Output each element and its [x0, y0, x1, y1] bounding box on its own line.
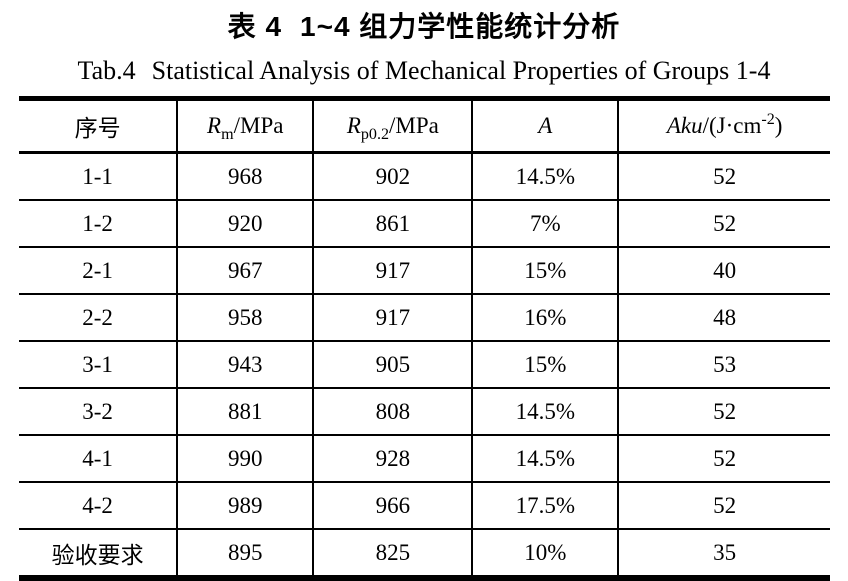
header-cell-index: 序号	[19, 98, 178, 154]
cell-rp02: 861	[312, 200, 473, 248]
table-title-en-text: Statistical Analysis of Mechanical Prope…	[151, 56, 771, 85]
cell-aku: 52	[617, 435, 830, 483]
table-title-en: Tab.4 Statistical Analysis of Mechanical …	[0, 56, 848, 86]
header-symbol: R	[346, 113, 361, 138]
cell-group-id: 1-2	[19, 200, 178, 248]
cell-rm: 895	[176, 529, 314, 579]
cell-rm: 967	[176, 247, 314, 295]
cell-group-id: 3-2	[19, 388, 178, 436]
cell-rm: 958	[176, 294, 314, 342]
cell-group-id: 2-1	[19, 247, 178, 295]
header-unit-close: )	[774, 113, 783, 138]
table-body: 1-1 968 902 14.5% 52 1-2 920 861 7% 52 2…	[19, 152, 830, 579]
cell-aku: 40	[617, 247, 830, 295]
header-symbol: R	[207, 113, 222, 138]
cell-aku: 52	[617, 200, 830, 248]
mechanical-properties-table: 序号 Rm/MPa Rp0.2/MPa A Aku/(J·cm-2) 1-1	[19, 96, 830, 581]
cell-aku: 52	[617, 152, 830, 201]
cell-rp02: 966	[312, 482, 473, 530]
table-row: 3-1 943 905 15% 53	[19, 341, 830, 389]
cell-group-id: 验收要求	[19, 529, 178, 579]
cell-group-id: 4-1	[19, 435, 178, 483]
table-row: 4-1 990 928 14.5% 52	[19, 435, 830, 483]
header-label: 序号	[74, 116, 121, 141]
table-row: 1-2 920 861 7% 52	[19, 200, 830, 248]
cell-rp02: 917	[312, 247, 473, 295]
cell-rm: 968	[176, 152, 314, 201]
table-row: 2-1 967 917 15% 40	[19, 247, 830, 295]
header-unit: /MPa	[233, 113, 284, 138]
cell-group-id: 2-2	[19, 294, 178, 342]
header-row: 序号 Rm/MPa Rp0.2/MPa A Aku/(J·cm-2)	[19, 98, 830, 154]
header-subscript: m	[221, 125, 234, 143]
table-row: 3-2 881 808 14.5% 52	[19, 388, 830, 436]
header-symbol: Aku	[666, 113, 703, 138]
table-row: 2-2 958 917 16% 48	[19, 294, 830, 342]
header-subscript: p0.2	[360, 125, 390, 143]
cell-rm: 990	[176, 435, 314, 483]
header-cell-aku: Aku/(J·cm-2)	[617, 98, 830, 154]
table-title-zh-number: 表 4	[227, 11, 283, 42]
cell-rp02: 917	[312, 294, 473, 342]
cell-group-id: 3-1	[19, 341, 178, 389]
cell-rm: 989	[176, 482, 314, 530]
cell-group-id: 1-1	[19, 152, 178, 201]
header-symbol: A	[538, 113, 553, 138]
table-title-zh-text: 1~4 组力学性能统计分析	[300, 11, 621, 42]
cell-aku: 48	[617, 294, 830, 342]
header-cell-rp02: Rp0.2/MPa	[312, 98, 473, 154]
cell-elongation: 14.5%	[471, 435, 619, 483]
cell-aku: 53	[617, 341, 830, 389]
table-row-acceptance: 验收要求 895 825 10% 35	[19, 529, 830, 579]
cell-rp02: 905	[312, 341, 473, 389]
cell-aku: 52	[617, 482, 830, 530]
table-row: 1-1 968 902 14.5% 52	[19, 152, 830, 201]
cell-elongation: 15%	[471, 341, 619, 389]
table-header: 序号 Rm/MPa Rp0.2/MPa A Aku/(J·cm-2)	[19, 98, 830, 154]
cell-elongation: 15%	[471, 247, 619, 295]
header-superscript: -2	[761, 111, 775, 129]
cell-elongation: 14.5%	[471, 152, 619, 201]
cell-rm: 943	[176, 341, 314, 389]
cell-group-id: 4-2	[19, 482, 178, 530]
cell-rp02: 928	[312, 435, 473, 483]
cell-rm: 881	[176, 388, 314, 436]
cell-rp02: 902	[312, 152, 473, 201]
header-cell-elongation: A	[471, 98, 619, 154]
cell-elongation: 17.5%	[471, 482, 619, 530]
cell-aku: 52	[617, 388, 830, 436]
cell-elongation: 7%	[471, 200, 619, 248]
header-cell-rm: Rm/MPa	[176, 98, 314, 154]
cell-elongation: 16%	[471, 294, 619, 342]
table-title-en-number: Tab.4	[77, 56, 136, 85]
cell-rp02: 825	[312, 529, 473, 579]
cell-aku: 35	[617, 529, 830, 579]
header-unit: /MPa	[389, 113, 439, 138]
cell-elongation: 10%	[471, 529, 619, 579]
cell-rp02: 808	[312, 388, 473, 436]
table-row: 4-2 989 966 17.5% 52	[19, 482, 830, 530]
cell-elongation: 14.5%	[471, 388, 619, 436]
table-title-zh: 表 4 1~4 组力学性能统计分析	[0, 0, 848, 45]
header-unit: /(J·cm	[702, 113, 762, 138]
cell-rm: 920	[176, 200, 314, 248]
